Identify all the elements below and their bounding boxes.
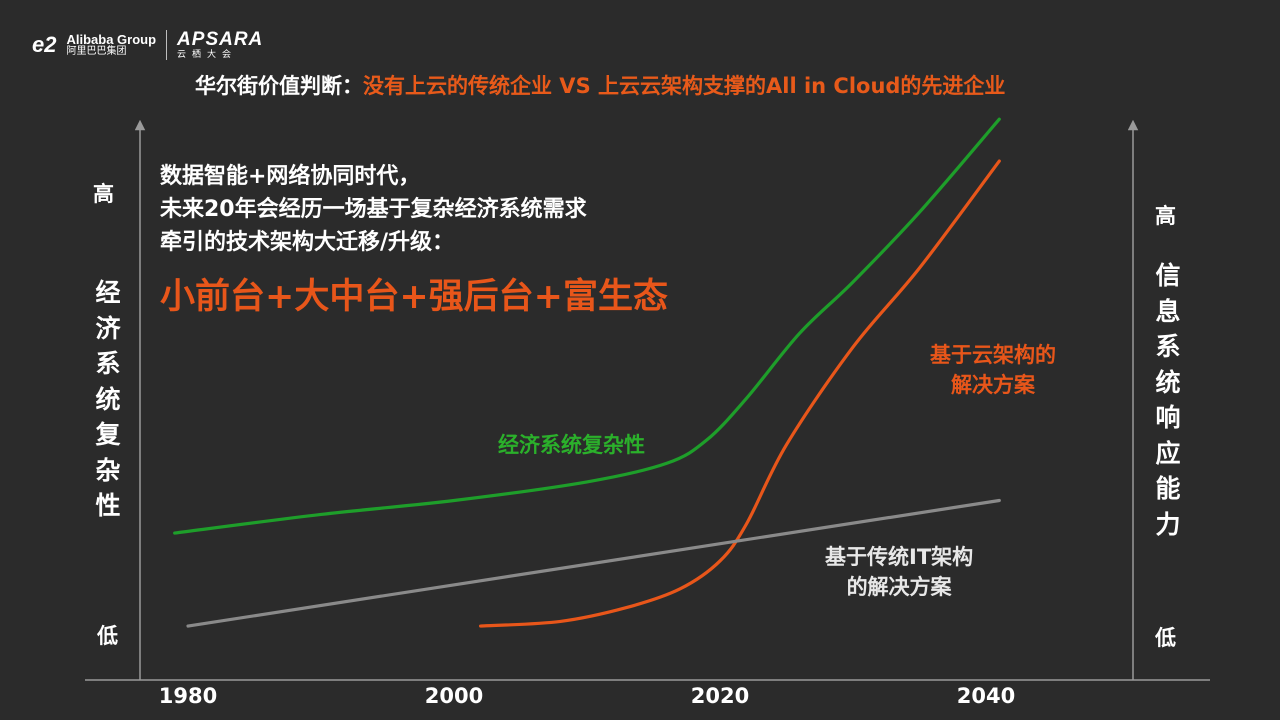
axes (85, 119, 1210, 681)
orange-label-line-1: 基于云架构的 (930, 343, 1056, 367)
apsara-logo-en: APSARA (177, 29, 264, 50)
series-lines (173, 117, 1001, 628)
left-axis-low: 低 (97, 624, 118, 648)
series-line-2 (186, 498, 1001, 628)
alibaba-logo-cn: 阿里巴巴集团 (66, 45, 127, 57)
description-text: 数据智能+网络协同时代， 未来20年会经历一场基于复杂经济系统需求 牵引的技术架… (160, 160, 587, 259)
alibaba-logo-en: Alibaba Group (66, 31, 157, 47)
apsara-logo-cn: 云栖大会 (177, 50, 238, 60)
orange-series-label: 基于云架构的 解决方案 (930, 340, 1056, 401)
series-line-0 (173, 117, 1001, 535)
description-line-1: 数据智能+网络协同时代， (160, 164, 421, 189)
series-line-1 (479, 159, 1001, 628)
left-axis-label: 经济系统复杂性 (95, 278, 121, 520)
description-line-2: 未来20年会经历一场基于复杂经济系统需求 (160, 197, 587, 222)
left-axis-high: 高 (93, 182, 114, 206)
green-series-label: 经济系统复杂性 (498, 433, 645, 457)
logo-divider (166, 30, 168, 60)
description-line-3: 牵引的技术架构大迁移/升级： (160, 230, 455, 255)
x-tick-1980: 1980 (159, 684, 217, 708)
right-axis-low: 低 (1155, 626, 1176, 650)
x-tick-2020: 2020 (691, 684, 749, 708)
right-axis-label: 信息系统响应能力 (1155, 261, 1181, 539)
orange-label-line-2: 解决方案 (951, 373, 1035, 398)
x-tick-2000: 2000 (425, 684, 483, 708)
x-tick-labels: 1980 2000 2020 2040 (159, 684, 1015, 708)
title-highlight: 没有上云的传统企业 VS 上云云架构支撑的All in Cloud的先进企业 (363, 74, 1006, 98)
gray-label-line-2: 的解决方案 (846, 575, 952, 600)
description-emphasis: 小前台+大中台+强后台+富生态 (160, 277, 668, 317)
right-axis-high: 高 (1155, 204, 1176, 228)
x-tick-2040: 2040 (957, 684, 1015, 708)
alibaba-logo-icon: e2 (32, 32, 57, 57)
gray-series-label: 基于传统IT架构 的解决方案 (825, 542, 973, 603)
header-logos: e2 Alibaba Group 阿里巴巴集团 APSARA 云栖大会 (32, 28, 263, 62)
apsara-logo: APSARA 云栖大会 (177, 30, 263, 60)
title-prefix: 华尔街价值判断： (195, 74, 363, 98)
alibaba-logo-text: Alibaba Group 阿里巴巴集团 (66, 33, 156, 57)
slide-title: 华尔街价值判断：没有上云的传统企业 VS 上云云架构支撑的All in Clou… (195, 70, 1005, 100)
gray-label-line-1: 基于传统IT架构 (825, 545, 974, 569)
